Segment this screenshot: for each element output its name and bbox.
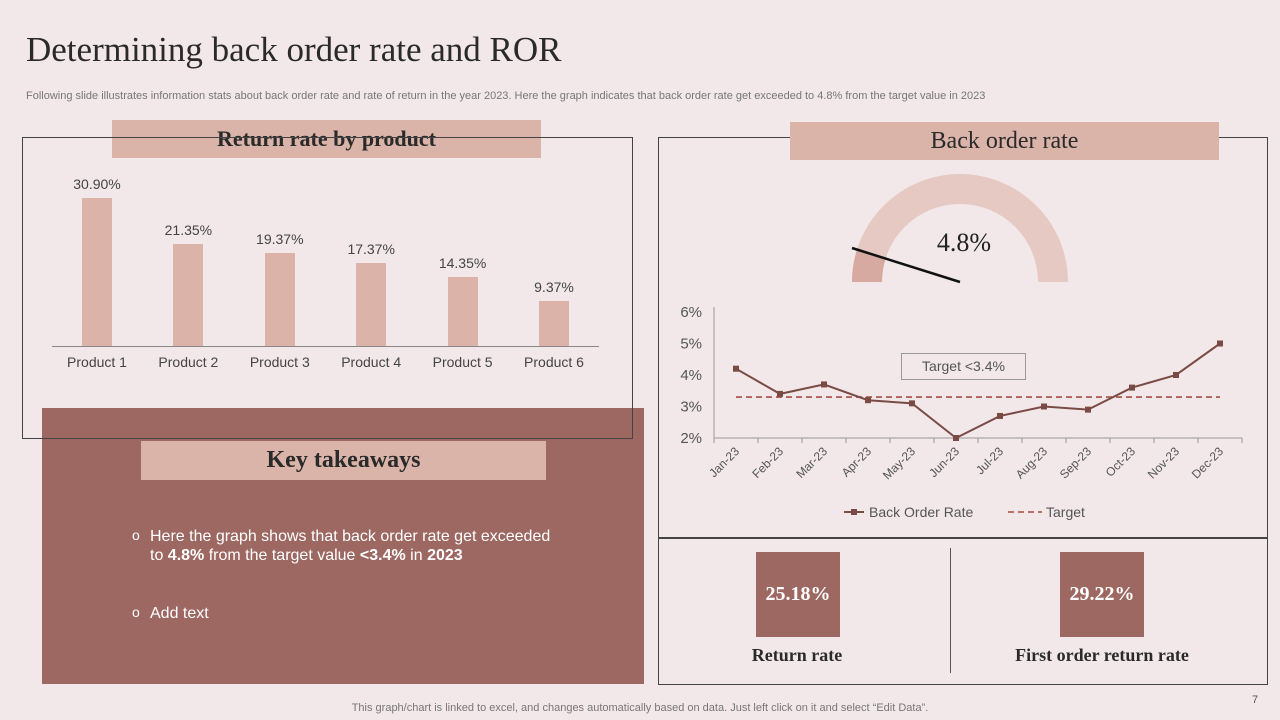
first-order-return-kpi-value: 29.22% [1060, 552, 1144, 637]
takeaway-in: in [405, 547, 428, 564]
takeaway-bullet-1: Here the graph shows that back order rat… [132, 526, 560, 565]
x-tick-label: May-23 [880, 444, 918, 482]
x-tick-label: Oct-23 [1103, 444, 1139, 480]
page-subtitle: Following slide illustrates information … [26, 90, 986, 102]
bar-5 [447, 277, 478, 346]
back-order-rate-point [1217, 340, 1223, 347]
bar-value-label: 21.35% [164, 221, 213, 238]
back-order-rate-point [909, 400, 915, 407]
bar-1 [82, 198, 112, 346]
y-tick-label: 5% [680, 336, 702, 353]
takeaway-year: 2023 [427, 547, 463, 564]
y-tick-label: 3% [680, 399, 702, 416]
target-callout: Target <3.4% [901, 353, 1026, 380]
x-tick-label: Dec-23 [1189, 444, 1226, 481]
x-tick-label: Feb-23 [749, 444, 786, 481]
back-order-rate-point [777, 390, 783, 397]
takeaway-to: to [150, 547, 168, 564]
back-order-rate-point [997, 412, 1003, 419]
bar-value-label: 14.35% [438, 255, 487, 272]
x-tick-label: Nov-23 [1145, 444, 1182, 481]
back-order-rate-point [1085, 406, 1091, 413]
back-order-line-chart: 2% 3% 4% 5% 6% Jan-23 Feb-23 Mar-23 Apr-23 May-23… [680, 304, 1243, 520]
x-tick-label: Jan-23 [706, 444, 742, 480]
gauge-track [852, 174, 1068, 282]
key-takeaways-heading: Key takeaways [141, 441, 546, 480]
x-tick-label: Jul-23 [973, 444, 1006, 477]
x-tick-label: Mar-23 [793, 444, 830, 481]
bar-2 [173, 243, 204, 346]
gauge-needle [851, 246, 961, 284]
x-tick-label: Sep-23 [1057, 444, 1094, 481]
back-order-rate-point [733, 365, 739, 372]
bar-value-label: 17.37% [347, 240, 395, 257]
back-order-heading: Back order rate [790, 122, 1219, 160]
bar-value-label: 19.37% [256, 231, 304, 248]
takeaway-target: <3.4% [359, 547, 406, 564]
first-order-return-kpi-label: First order return rate [1015, 645, 1189, 665]
gauge-value-label: 4.8% [936, 228, 992, 257]
bar-6 [539, 301, 569, 346]
legend-label-back-order-rate: Back Order Rate [869, 504, 973, 520]
page-title: Determining back order rate and ROR [26, 30, 562, 69]
y-tick-label: 4% [680, 367, 702, 384]
legend-label-target: Target [1046, 504, 1085, 520]
back-order-panel-divider [658, 537, 1267, 539]
bar-chart-baseline [52, 346, 599, 347]
return-rate-bar-chart [0, 0, 1, 1]
bar-value-label: 9.37% [534, 279, 574, 296]
bar-4 [356, 262, 387, 346]
footer-note: This graph/chart is linked to excel, and… [351, 702, 929, 714]
bar-value-label: 30.90% [73, 176, 121, 192]
takeaway-mid: from the target value [204, 547, 360, 564]
back-order-rate-point [821, 381, 827, 388]
legend-line-marker [851, 509, 857, 515]
takeaway-line1: Here the graph shows that back order rat… [150, 528, 551, 545]
back-order-rate-point [865, 397, 871, 404]
return-rate-heading: Return rate by product [112, 120, 541, 158]
y-tick-label: 2% [680, 430, 702, 447]
x-tick-label: Jun-23 [926, 444, 962, 480]
bar-category-label: Product 3 [249, 354, 310, 370]
back-order-gauge [851, 174, 1068, 284]
bar-category-label: Product 1 [67, 354, 127, 370]
back-order-rate-point [1173, 372, 1179, 378]
back-order-rate-line [735, 342, 1221, 440]
x-tick-label: Aug-23 [1013, 444, 1050, 481]
kpi-divider [950, 548, 951, 673]
return-rate-kpi-value: 25.18% [756, 552, 840, 637]
back-order-rate-point [1041, 403, 1047, 410]
bar-3 [264, 253, 295, 346]
y-tick-label: 6% [680, 304, 702, 321]
back-order-rate-point [1129, 384, 1135, 391]
bar-category-label: Product 5 [432, 354, 493, 370]
return-rate-kpi-label: Return rate [751, 645, 843, 665]
back-order-rate-point [953, 435, 959, 441]
bar-category-label: Product 4 [341, 354, 402, 370]
page-number: 7 [1252, 694, 1259, 706]
takeaway-bullet-2: Add text [132, 603, 560, 623]
bar-category-label: Product 2 [158, 354, 219, 370]
bar-category-label: Product 6 [524, 354, 584, 370]
x-tick-label: Apr-23 [839, 444, 875, 480]
takeaway-value: 4.8% [167, 547, 205, 564]
